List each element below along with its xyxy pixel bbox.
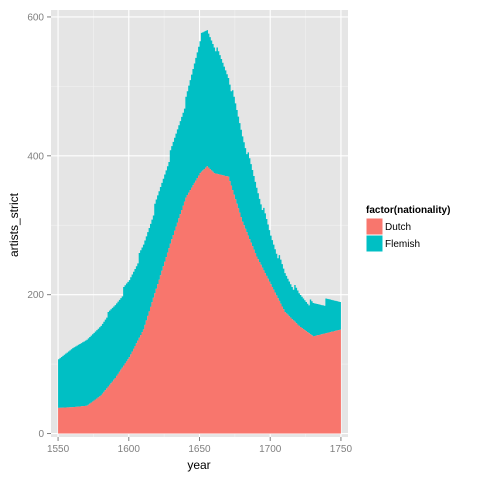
x-tick-label: 1550 — [47, 444, 70, 455]
area-dutch — [58, 166, 341, 434]
legend-item-flemish: Flemish — [365, 234, 420, 253]
y-tick-label: 600 — [27, 12, 44, 23]
x-tick-label: 1650 — [188, 444, 211, 455]
area-layers — [58, 30, 341, 434]
x-axis: 1550 1600 1650 1700 1750 — [47, 437, 353, 455]
legend-key-flemish — [365, 234, 384, 253]
x-tick-label: 1600 — [118, 444, 141, 455]
y-axis: 0 200 400 600 — [27, 12, 51, 440]
legend-key-dutch — [365, 217, 384, 236]
y-tick-label: 200 — [27, 290, 44, 301]
legend-label-dutch: Dutch — [385, 222, 411, 233]
x-tick-label: 1750 — [330, 444, 353, 455]
y-tick-label: 0 — [38, 429, 44, 440]
legend-item-dutch: Dutch — [365, 217, 411, 236]
y-axis-title: artists_strict — [7, 192, 21, 257]
legend: factor(nationality) Dutch Flemish — [365, 205, 450, 253]
x-axis-title: year — [187, 458, 210, 472]
legend-label-flemish: Flemish — [385, 239, 420, 250]
area-flemish — [58, 30, 341, 408]
legend-title: factor(nationality) — [366, 205, 450, 216]
x-tick-label: 1700 — [259, 444, 282, 455]
y-tick-label: 400 — [27, 151, 44, 162]
